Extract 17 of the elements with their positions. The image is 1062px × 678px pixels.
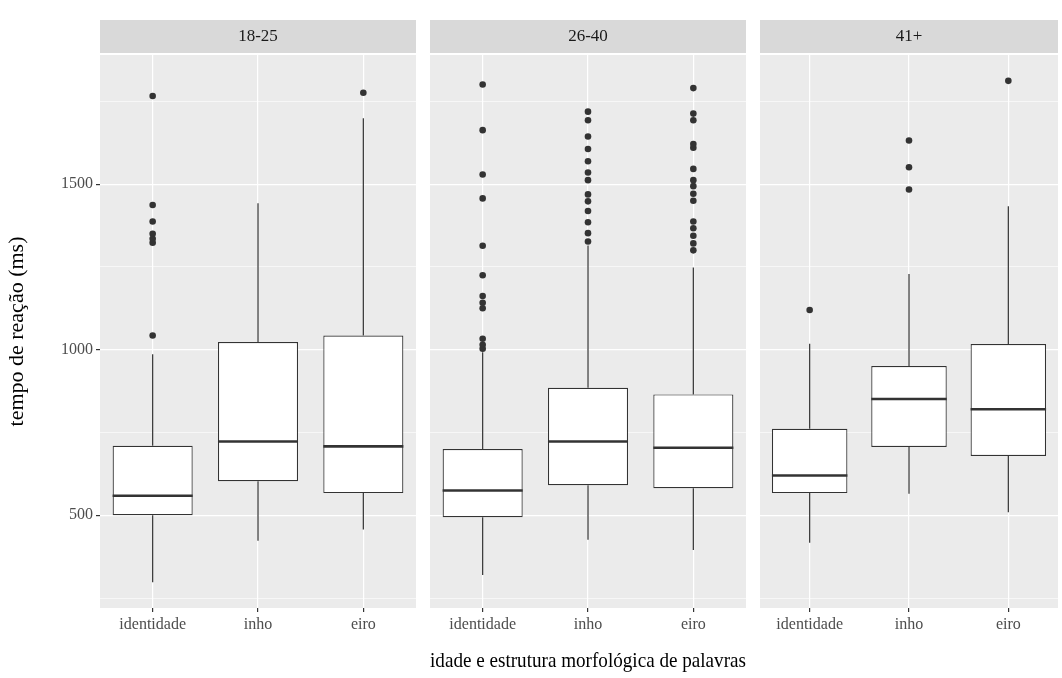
x-tick-label: eiro bbox=[995, 614, 1021, 632]
y-tick-label: 1500 bbox=[61, 174, 93, 192]
x-tick-label: identidade bbox=[449, 614, 516, 632]
x-tick-label: inho bbox=[243, 614, 273, 632]
x-tick-label: eiro bbox=[680, 614, 706, 632]
x-tick-label: identidade bbox=[776, 614, 843, 632]
x-tick-label: identidade bbox=[119, 614, 186, 632]
y-tick-label: 1000 bbox=[61, 339, 93, 357]
chart-title: 18-25 bbox=[238, 26, 278, 46]
chart-title: 41+ bbox=[895, 26, 923, 46]
x-tick-label: inho bbox=[573, 614, 603, 632]
x-axis-title: idade e estrutura morfológica de palavras bbox=[430, 647, 746, 672]
chart-title: 26-40 bbox=[568, 26, 608, 46]
y-axis-title: tempo de reação (ms) bbox=[2, 236, 28, 427]
x-tick-label: inho bbox=[894, 614, 924, 632]
x-tick-label: eiro bbox=[350, 614, 376, 632]
y-tick-label: 500 bbox=[69, 505, 93, 523]
